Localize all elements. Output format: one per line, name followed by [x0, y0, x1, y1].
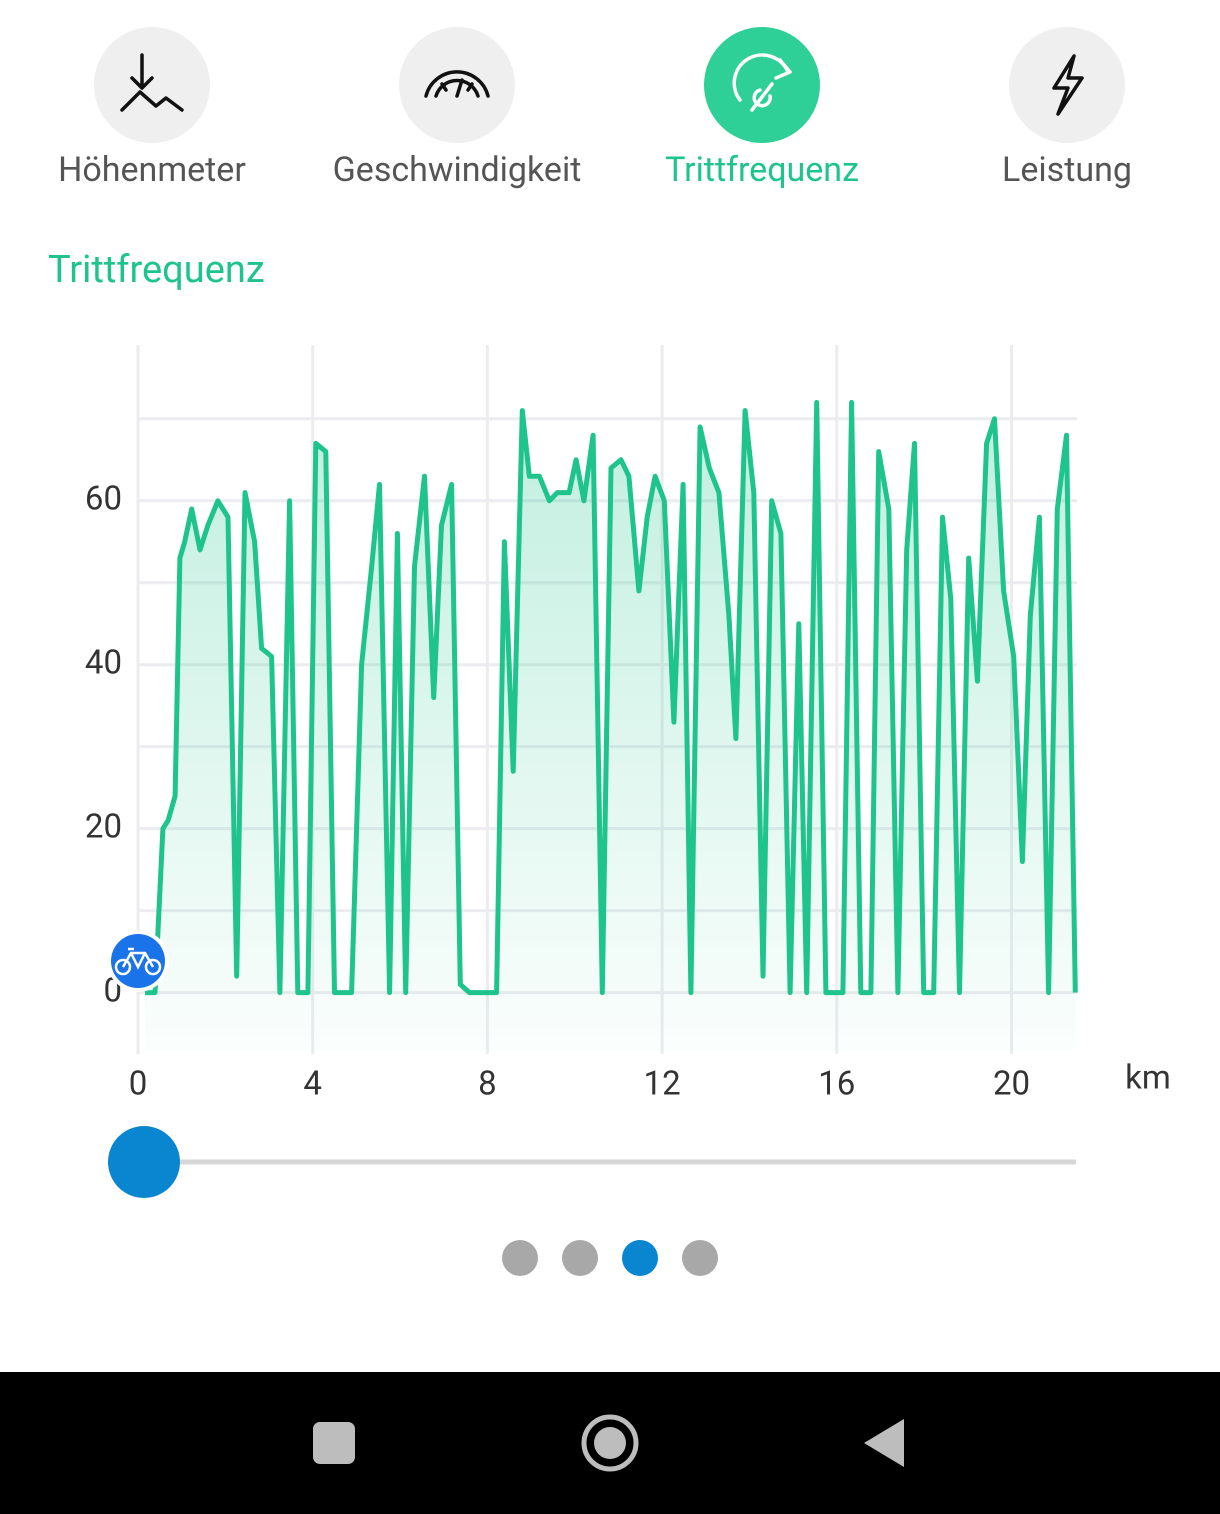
tab-icon-bg: [399, 27, 515, 143]
x-tick-label: 20: [993, 1065, 1030, 1104]
home-button[interactable]: [581, 1414, 639, 1472]
tab-label: Höhenmeter: [58, 150, 246, 190]
x-tick-label: 0: [129, 1065, 148, 1104]
page-dot[interactable]: [502, 1240, 538, 1276]
position-marker: [107, 930, 169, 992]
section-title: Trittfrequenz: [48, 248, 265, 292]
tab-label: Trittfrequenz: [665, 150, 859, 190]
tab-icon: [424, 70, 490, 98]
tab[interactable]: Trittfrequenz: [665, 27, 859, 190]
tab-icon: [120, 53, 184, 112]
y-tick-label: 20: [85, 807, 122, 846]
x-tick-label: 8: [478, 1065, 497, 1104]
page-dot[interactable]: [562, 1240, 598, 1276]
x-tick-label: 12: [644, 1065, 681, 1104]
pager: [502, 1240, 718, 1276]
tab-label: Geschwindigkeit: [333, 150, 582, 190]
marker-icon: [114, 947, 162, 976]
line: [145, 399, 1078, 996]
home-dot: [594, 1427, 626, 1459]
recents-button[interactable]: [313, 1422, 355, 1464]
tab-icon-bg: [704, 27, 820, 143]
tab[interactable]: Geschwindigkeit: [333, 27, 582, 190]
tab-icon: [732, 53, 792, 112]
x-tick-label: 16: [818, 1065, 855, 1104]
y-tick-label: 40: [85, 643, 122, 682]
y-tick-label: 60: [85, 479, 122, 518]
tab-icon-bg: [94, 27, 210, 143]
line-area: [145, 402, 1076, 1050]
page-dot[interactable]: [622, 1240, 658, 1276]
tab[interactable]: Höhenmeter: [58, 27, 246, 190]
back-button[interactable]: [864, 1419, 904, 1467]
x-tick-label: 4: [303, 1065, 322, 1104]
tab-icon: [1052, 54, 1084, 116]
tab-bar: Höhenmeter Geschwindigkeit Trittfrequenz Le…: [58, 27, 1132, 190]
tab[interactable]: Leistung: [1002, 27, 1132, 190]
tab-label: Leistung: [1002, 150, 1132, 190]
x-axis-label: km: [1125, 1059, 1171, 1098]
tab-icon-bg: [1009, 27, 1125, 143]
slider-thumb[interactable]: [108, 1126, 180, 1198]
page-dot[interactable]: [682, 1240, 718, 1276]
